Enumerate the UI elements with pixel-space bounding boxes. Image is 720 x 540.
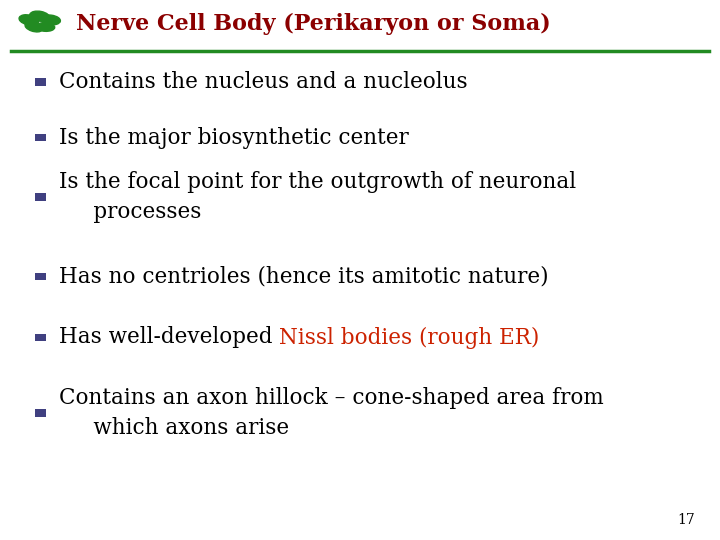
Ellipse shape — [19, 15, 39, 25]
FancyBboxPatch shape — [35, 193, 45, 201]
Text: Nerve Cell Body (Perikaryon or Soma): Nerve Cell Body (Perikaryon or Soma) — [76, 14, 550, 35]
Ellipse shape — [25, 22, 42, 32]
FancyBboxPatch shape — [35, 334, 45, 341]
FancyBboxPatch shape — [35, 134, 45, 141]
Ellipse shape — [36, 23, 55, 31]
Text: Is the focal point for the outgrowth of neuronal
     processes: Is the focal point for the outgrowth of … — [59, 171, 576, 223]
Text: Has no centrioles (hence its amitotic nature): Has no centrioles (hence its amitotic na… — [59, 266, 549, 287]
Text: 17: 17 — [677, 512, 695, 526]
Ellipse shape — [40, 15, 60, 25]
Text: Is the major biosynthetic center: Is the major biosynthetic center — [59, 127, 409, 148]
Text: Contains the nucleus and a nucleolus: Contains the nucleus and a nucleolus — [59, 71, 468, 93]
Text: Contains an axon hillock – cone-shaped area from
     which axons arise: Contains an axon hillock – cone-shaped a… — [59, 387, 604, 439]
FancyBboxPatch shape — [35, 273, 45, 280]
Text: Nissl bodies (rough ER): Nissl bodies (rough ER) — [279, 327, 540, 348]
FancyBboxPatch shape — [35, 409, 45, 417]
Ellipse shape — [30, 11, 50, 21]
FancyBboxPatch shape — [35, 78, 45, 86]
Text: Has well-developed: Has well-developed — [59, 327, 279, 348]
